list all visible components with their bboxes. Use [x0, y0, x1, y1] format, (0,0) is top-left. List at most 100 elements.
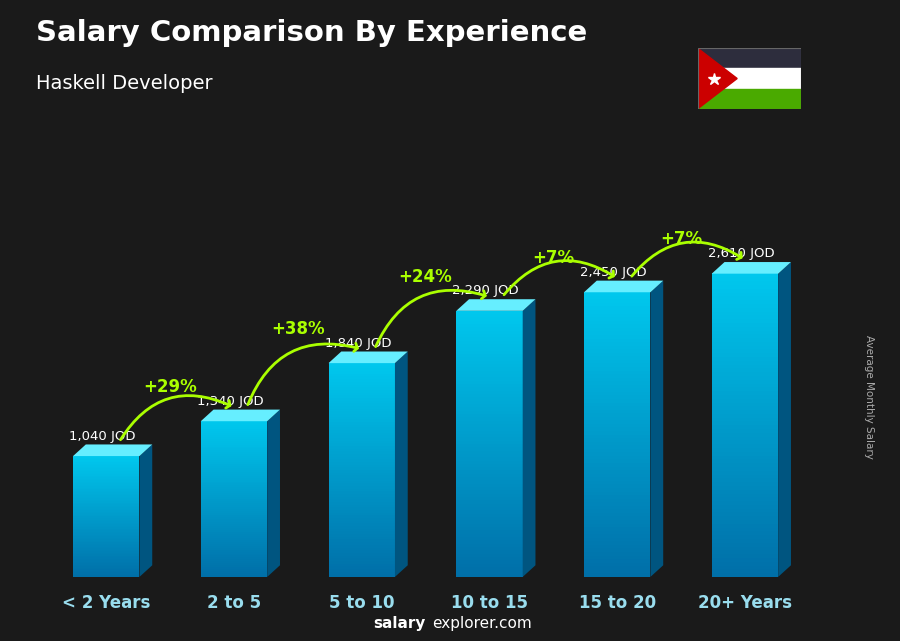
Bar: [201, 485, 267, 487]
Bar: [328, 438, 395, 440]
Bar: [584, 495, 651, 499]
Bar: [328, 481, 395, 483]
Text: 2,450 JOD: 2,450 JOD: [580, 266, 647, 279]
Bar: [456, 340, 523, 344]
Bar: [73, 542, 140, 544]
Bar: [712, 467, 778, 470]
Polygon shape: [73, 444, 152, 456]
Bar: [73, 460, 140, 462]
Bar: [456, 477, 523, 481]
Bar: [584, 548, 651, 552]
Bar: [584, 474, 651, 478]
Bar: [73, 515, 140, 517]
Bar: [584, 328, 651, 331]
Bar: [712, 349, 778, 353]
Bar: [584, 463, 651, 467]
Bar: [201, 444, 267, 447]
Bar: [712, 569, 778, 573]
Bar: [328, 368, 395, 371]
Bar: [73, 503, 140, 504]
Bar: [201, 506, 267, 509]
Bar: [201, 530, 267, 532]
Bar: [456, 331, 523, 334]
Bar: [201, 478, 267, 479]
Bar: [712, 345, 778, 349]
Bar: [456, 420, 523, 424]
Bar: [73, 467, 140, 468]
Bar: [328, 422, 395, 424]
Bar: [73, 462, 140, 463]
Bar: [201, 495, 267, 497]
Bar: [328, 545, 395, 547]
Bar: [73, 506, 140, 508]
Bar: [456, 490, 523, 494]
Bar: [201, 476, 267, 478]
Bar: [456, 317, 523, 321]
Bar: [73, 504, 140, 506]
Bar: [73, 492, 140, 494]
Bar: [584, 403, 651, 406]
Bar: [201, 483, 267, 485]
Bar: [328, 561, 395, 563]
Bar: [712, 490, 778, 494]
Bar: [328, 523, 395, 526]
Bar: [328, 478, 395, 481]
Bar: [712, 368, 778, 372]
Bar: [456, 364, 523, 367]
Bar: [201, 553, 267, 556]
Bar: [73, 490, 140, 492]
Bar: [712, 292, 778, 296]
Bar: [201, 479, 267, 481]
Bar: [201, 503, 267, 505]
Bar: [328, 529, 395, 531]
Bar: [584, 331, 651, 335]
Bar: [456, 337, 523, 341]
Bar: [328, 449, 395, 451]
Bar: [712, 417, 778, 422]
Bar: [328, 566, 395, 569]
Bar: [584, 428, 651, 431]
Bar: [712, 444, 778, 448]
Bar: [712, 433, 778, 437]
Bar: [584, 313, 651, 317]
Bar: [698, 48, 801, 69]
Bar: [456, 494, 523, 497]
Bar: [73, 516, 140, 518]
Bar: [584, 310, 651, 313]
Bar: [201, 573, 267, 575]
Bar: [712, 296, 778, 300]
Bar: [712, 319, 778, 323]
Bar: [456, 440, 523, 444]
Bar: [584, 541, 651, 545]
Bar: [201, 452, 267, 454]
Bar: [328, 571, 395, 574]
Bar: [584, 506, 651, 510]
Bar: [456, 427, 523, 431]
Text: +7%: +7%: [532, 249, 574, 267]
Bar: [456, 510, 523, 513]
Bar: [201, 522, 267, 524]
Text: Haskell Developer: Haskell Developer: [36, 74, 212, 93]
Bar: [584, 566, 651, 570]
Bar: [456, 434, 523, 437]
Bar: [584, 395, 651, 399]
Bar: [584, 374, 651, 378]
Bar: [712, 504, 778, 509]
Bar: [584, 545, 651, 549]
Bar: [73, 537, 140, 539]
Bar: [73, 568, 140, 569]
Bar: [712, 421, 778, 425]
Bar: [584, 292, 651, 296]
Bar: [73, 519, 140, 521]
Bar: [201, 544, 267, 545]
Bar: [712, 383, 778, 387]
Bar: [328, 520, 395, 524]
Bar: [712, 425, 778, 429]
Bar: [712, 372, 778, 376]
Bar: [456, 387, 523, 390]
Bar: [456, 524, 523, 527]
Bar: [712, 486, 778, 490]
Bar: [328, 381, 395, 385]
Bar: [201, 501, 267, 503]
Bar: [712, 403, 778, 406]
